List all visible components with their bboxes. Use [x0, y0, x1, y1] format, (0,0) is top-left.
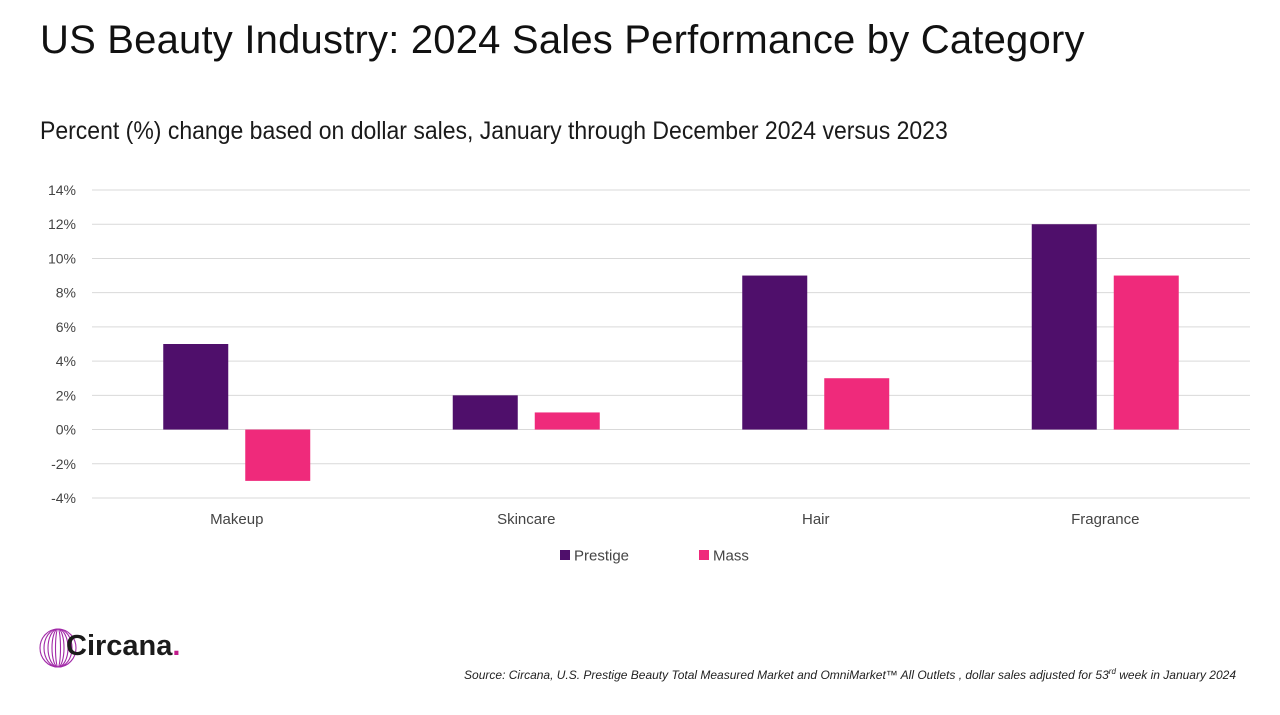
bar-prestige-fragrance [1031, 224, 1097, 430]
legend-swatch-mass [699, 550, 709, 560]
x-tick-label: Skincare [497, 511, 555, 528]
y-tick-label: 6% [56, 319, 76, 335]
circana-logo: Circana. [38, 626, 180, 670]
legend-swatch-prestige [560, 550, 570, 560]
logo-name: Circana [66, 630, 173, 662]
y-tick-label: 10% [48, 250, 76, 266]
bar-mass-makeup [245, 429, 311, 481]
y-tick-label: 14% [48, 182, 76, 198]
y-tick-label: -4% [51, 490, 76, 506]
bar-prestige-hair [742, 275, 808, 430]
chart-title: US Beauty Industry: 2024 Sales Performan… [40, 18, 1085, 62]
chart-subtitle: Percent (%) change based on dollar sales… [40, 117, 948, 145]
bar-chart: -4% -2% 0% 2% 4% 6% 8% 10% 12% 14% Makeup Skincare H… [48, 182, 1250, 565]
y-tick-label: 0% [56, 422, 76, 438]
circana-globe-icon [39, 628, 77, 668]
x-tick-label: Fragrance [1071, 511, 1139, 528]
legend-label-prestige: Prestige [574, 548, 629, 565]
y-tick-label: 12% [48, 216, 76, 232]
y-tick-label: -2% [51, 456, 76, 472]
source-note: Source: Circana, U.S. Prestige Beauty To… [464, 667, 1236, 682]
y-tick-label: 2% [56, 387, 76, 403]
bar-mass-fragrance [1113, 275, 1179, 430]
source-superscript: rd [1108, 667, 1116, 676]
y-tick-label: 8% [56, 285, 76, 301]
legend-label-mass: Mass [713, 548, 749, 565]
logo-wordmark: Circana. [66, 630, 180, 663]
source-text-before: Source: Circana, U.S. Prestige Beauty To… [464, 668, 1109, 682]
source-text-after: week in January 2024 [1115, 668, 1236, 682]
x-tick-label: Hair [802, 511, 830, 528]
x-tick-label: Makeup [210, 511, 263, 528]
bar-prestige-makeup [163, 344, 229, 430]
y-tick-label: 4% [56, 353, 76, 369]
bar-mass-skincare [534, 412, 600, 430]
bar-prestige-skincare [452, 395, 518, 430]
logo-dot: . [172, 630, 181, 662]
bar-mass-hair [824, 378, 890, 430]
